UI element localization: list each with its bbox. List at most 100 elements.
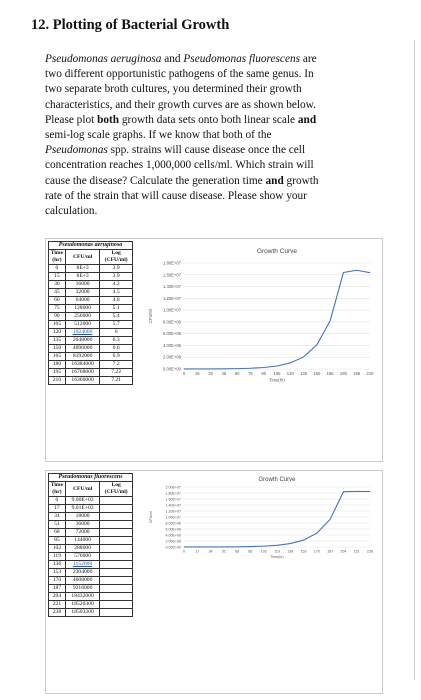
time-cell: 0 bbox=[48, 264, 66, 273]
time-cell: 15 bbox=[48, 272, 66, 281]
text-line: Pseudomonas aeruginosa and Pseudomonas f… bbox=[45, 53, 317, 65]
x-tick-label: 195 bbox=[353, 371, 361, 376]
series-line bbox=[183, 490, 371, 548]
time-cell: 165 bbox=[48, 352, 66, 361]
data-point bbox=[183, 546, 185, 548]
time-cell: 0 bbox=[48, 496, 66, 505]
log-cell: 6.3 bbox=[99, 336, 133, 345]
data-point bbox=[250, 546, 251, 547]
x-tick-label: 30 bbox=[208, 371, 213, 376]
log-cell bbox=[99, 504, 133, 513]
text-line: calculation. bbox=[45, 205, 98, 218]
y-tick-label: 2.00E+06 bbox=[163, 355, 182, 360]
x-tick-label: 102 bbox=[261, 550, 267, 554]
log-cell bbox=[99, 528, 133, 537]
text-line: Pseudomonas spp. strains will cause dise… bbox=[45, 144, 306, 157]
y-tick-label: 1.80E+07 bbox=[166, 492, 182, 496]
x-tick-label: 85 bbox=[248, 550, 252, 554]
table-row: 85 144000 bbox=[48, 536, 133, 545]
y-tick-label: 0.00E+00 bbox=[166, 546, 182, 550]
table-row: 210 16360000 7.21 bbox=[48, 376, 133, 385]
col-cfu-header: CFU/ml bbox=[64, 249, 101, 265]
table-row: 34 18000 bbox=[48, 512, 133, 521]
log-cell bbox=[99, 608, 133, 617]
log-cell bbox=[99, 520, 133, 529]
x-tick-label: 0 bbox=[183, 550, 185, 554]
table-row: 105 512000 5.7 bbox=[48, 320, 133, 329]
log-cell bbox=[99, 552, 133, 561]
data-point bbox=[303, 356, 304, 358]
data-point bbox=[210, 546, 211, 548]
log-cell: 7.22 bbox=[99, 368, 133, 377]
y-tick-label: 1.40E+07 bbox=[166, 504, 182, 508]
table-row: 68 72000 bbox=[48, 528, 133, 537]
table-row: 30 16000 4.2 bbox=[48, 280, 133, 289]
time-cell: 51 bbox=[48, 520, 66, 529]
y-tick-label: 1.00E+07 bbox=[163, 308, 182, 313]
col-log-header: Log (CFU/ml) bbox=[99, 481, 133, 497]
cfu-cell: 512000 bbox=[64, 320, 101, 329]
data-point bbox=[183, 368, 185, 370]
cfu-cell: 144000 bbox=[64, 536, 101, 545]
data-point bbox=[263, 545, 265, 547]
y-tick-label: 1.80E+07 bbox=[163, 261, 182, 266]
time-cell: 187 bbox=[48, 584, 66, 593]
text-line: characteristics, and their growth curves… bbox=[45, 98, 316, 111]
table-row: 136 1152000 bbox=[48, 560, 133, 569]
table-row: 51 36000 bbox=[48, 520, 133, 529]
table-row: 0 9.00E+03 bbox=[48, 496, 133, 505]
table-row: 153 2304000 bbox=[48, 568, 133, 577]
table-row: 150 4096000 6.6 bbox=[48, 344, 133, 353]
cfu-cell: 576000 bbox=[64, 552, 101, 561]
time-cell: 120 bbox=[48, 328, 66, 337]
cfu-cell: 256000 bbox=[64, 312, 101, 321]
cfu-cell: 64000 bbox=[64, 296, 101, 305]
x-tick-label: 120 bbox=[287, 371, 295, 376]
x-tick-label: 119 bbox=[274, 550, 280, 554]
x-tick-label: 153 bbox=[301, 550, 307, 554]
table-row: 0 8E+3 3.9 bbox=[48, 264, 133, 273]
time-cell: 204 bbox=[48, 592, 66, 601]
log-cell: 6.9 bbox=[99, 352, 133, 361]
data-point bbox=[196, 546, 198, 548]
cfu-cell: 1024000 bbox=[64, 328, 101, 337]
y-tick-label: 8.00E+06 bbox=[163, 319, 182, 324]
text-line: concentration reaches 1,000,000 cells/ml… bbox=[45, 159, 314, 172]
x-tick-label: 221 bbox=[354, 550, 360, 554]
table-row: 238 18503200 bbox=[48, 608, 133, 617]
data-point bbox=[250, 367, 251, 369]
text-line: rate of the strain that will cause disea… bbox=[45, 189, 307, 202]
y-tick-label: 8.00E+06 bbox=[166, 522, 182, 526]
table-row: 221 18520300 bbox=[48, 600, 133, 609]
y-tick-label: 0.00E+00 bbox=[163, 367, 182, 372]
log-cell bbox=[99, 544, 133, 553]
x-tick-label: 180 bbox=[340, 371, 348, 376]
time-cell: 210 bbox=[48, 376, 66, 385]
chart-title: Growth Curve bbox=[258, 477, 296, 483]
time-cell: 68 bbox=[48, 528, 66, 537]
cfu-cell: 36000 bbox=[64, 520, 101, 529]
table-heading: Pseudomonas aeruginosa bbox=[48, 241, 133, 250]
data-point bbox=[196, 368, 198, 370]
text-line: two different opportunistic pathogens of… bbox=[45, 68, 314, 81]
text-line: cause the disease? Calculate the generat… bbox=[45, 174, 319, 187]
data-point bbox=[236, 368, 238, 370]
log-cell: 7.21 bbox=[99, 376, 133, 385]
time-cell: 17 bbox=[48, 504, 66, 513]
data-point bbox=[223, 368, 225, 370]
fluorescens-table: Pseudomonas fluorescens Time (hr) CFU/ml… bbox=[48, 473, 133, 617]
log-cell bbox=[99, 592, 133, 601]
table-row: 119 576000 bbox=[48, 552, 133, 561]
text-line: semi-log scale graphs. If we know that b… bbox=[45, 129, 272, 142]
cfu-cell: 16000 bbox=[64, 280, 101, 289]
time-cell: 195 bbox=[48, 368, 66, 377]
time-cell: 136 bbox=[48, 560, 66, 569]
time-cell: 180 bbox=[48, 360, 66, 369]
data-point bbox=[369, 272, 371, 274]
fluorescens-growth-chart: Growth Curve 0.00E+00 2.00E+06 4.00E+06 6.00… bbox=[138, 473, 378, 565]
aeruginosa-growth-chart: Growth Curve 0.00E+00 2.00E+06 4.00E+06 6.00… bbox=[138, 241, 378, 391]
col-time-header: Time (hr) bbox=[48, 249, 66, 265]
cfu-cell: 288000 bbox=[64, 544, 101, 553]
table-heading: Pseudomonas fluorescens bbox=[48, 473, 133, 482]
text-line: Please plot both growth data sets onto b… bbox=[45, 113, 317, 126]
